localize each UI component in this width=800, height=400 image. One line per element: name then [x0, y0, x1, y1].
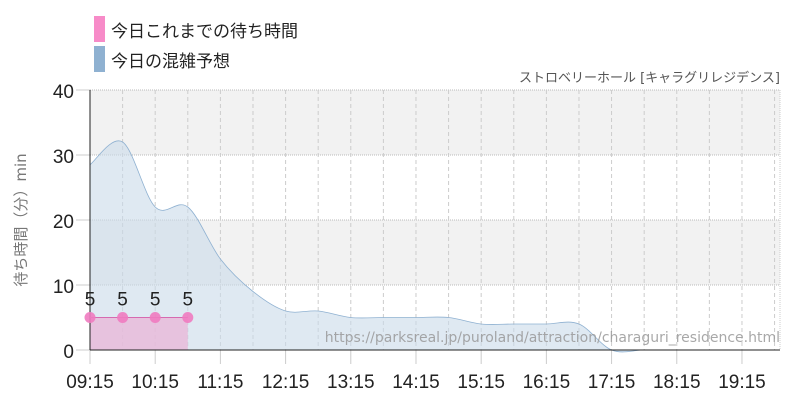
actual-data-label: 5: [150, 290, 161, 311]
legend-label-actual: 今日これまでの待ち時間: [111, 21, 298, 42]
actual-data-label: 5: [117, 290, 128, 311]
y-tick-label: 40: [53, 82, 74, 103]
y-axis-label: 待ち時間（分）min: [12, 153, 30, 286]
legend: 今日これまでの待ち時間 今日の混雑予想: [94, 14, 298, 74]
x-tick-label: 13:15: [327, 372, 375, 393]
x-tick-label: 12:15: [262, 372, 310, 393]
x-tick-label: 09:15: [66, 372, 114, 393]
x-tick-label: 14:15: [392, 372, 440, 393]
forecast-area: [90, 140, 775, 352]
actual-point: [149, 312, 161, 323]
legend-swatch-actual: [94, 16, 105, 42]
y-tick-label: 30: [53, 147, 74, 168]
actual-data-label: 5: [183, 290, 194, 311]
x-tick-label: 16:15: [523, 372, 571, 393]
actual-point: [117, 312, 129, 323]
x-tick-label: 10:15: [131, 372, 179, 393]
chart-title: ストロベリーホール [キャラグリレジデンス]: [519, 70, 780, 86]
actual-data-label: 5: [85, 290, 96, 311]
actual-point: [84, 312, 96, 323]
actual-area: [90, 317, 188, 350]
y-tick-label: 20: [53, 212, 74, 233]
watermark-url: https://parksreal.jp/puroland/attraction…: [325, 330, 780, 346]
x-tick-label: 11:15: [197, 372, 243, 393]
y-tick-label: 10: [53, 277, 74, 298]
actual-point: [182, 312, 194, 323]
legend-item-forecast[interactable]: 今日の混雑予想: [94, 44, 298, 74]
x-tick-label: 19:15: [718, 372, 766, 393]
legend-item-actual[interactable]: 今日これまでの待ち時間: [94, 14, 298, 44]
grid-band: [90, 90, 780, 155]
x-tick-label: 18:15: [653, 372, 701, 393]
legend-swatch-forecast: [94, 46, 105, 72]
x-tick-label: 17:15: [588, 372, 636, 393]
y-tick-label: 0: [63, 342, 74, 363]
legend-label-forecast: 今日の混雑予想: [111, 51, 230, 72]
x-tick-label: 15:15: [457, 372, 505, 393]
